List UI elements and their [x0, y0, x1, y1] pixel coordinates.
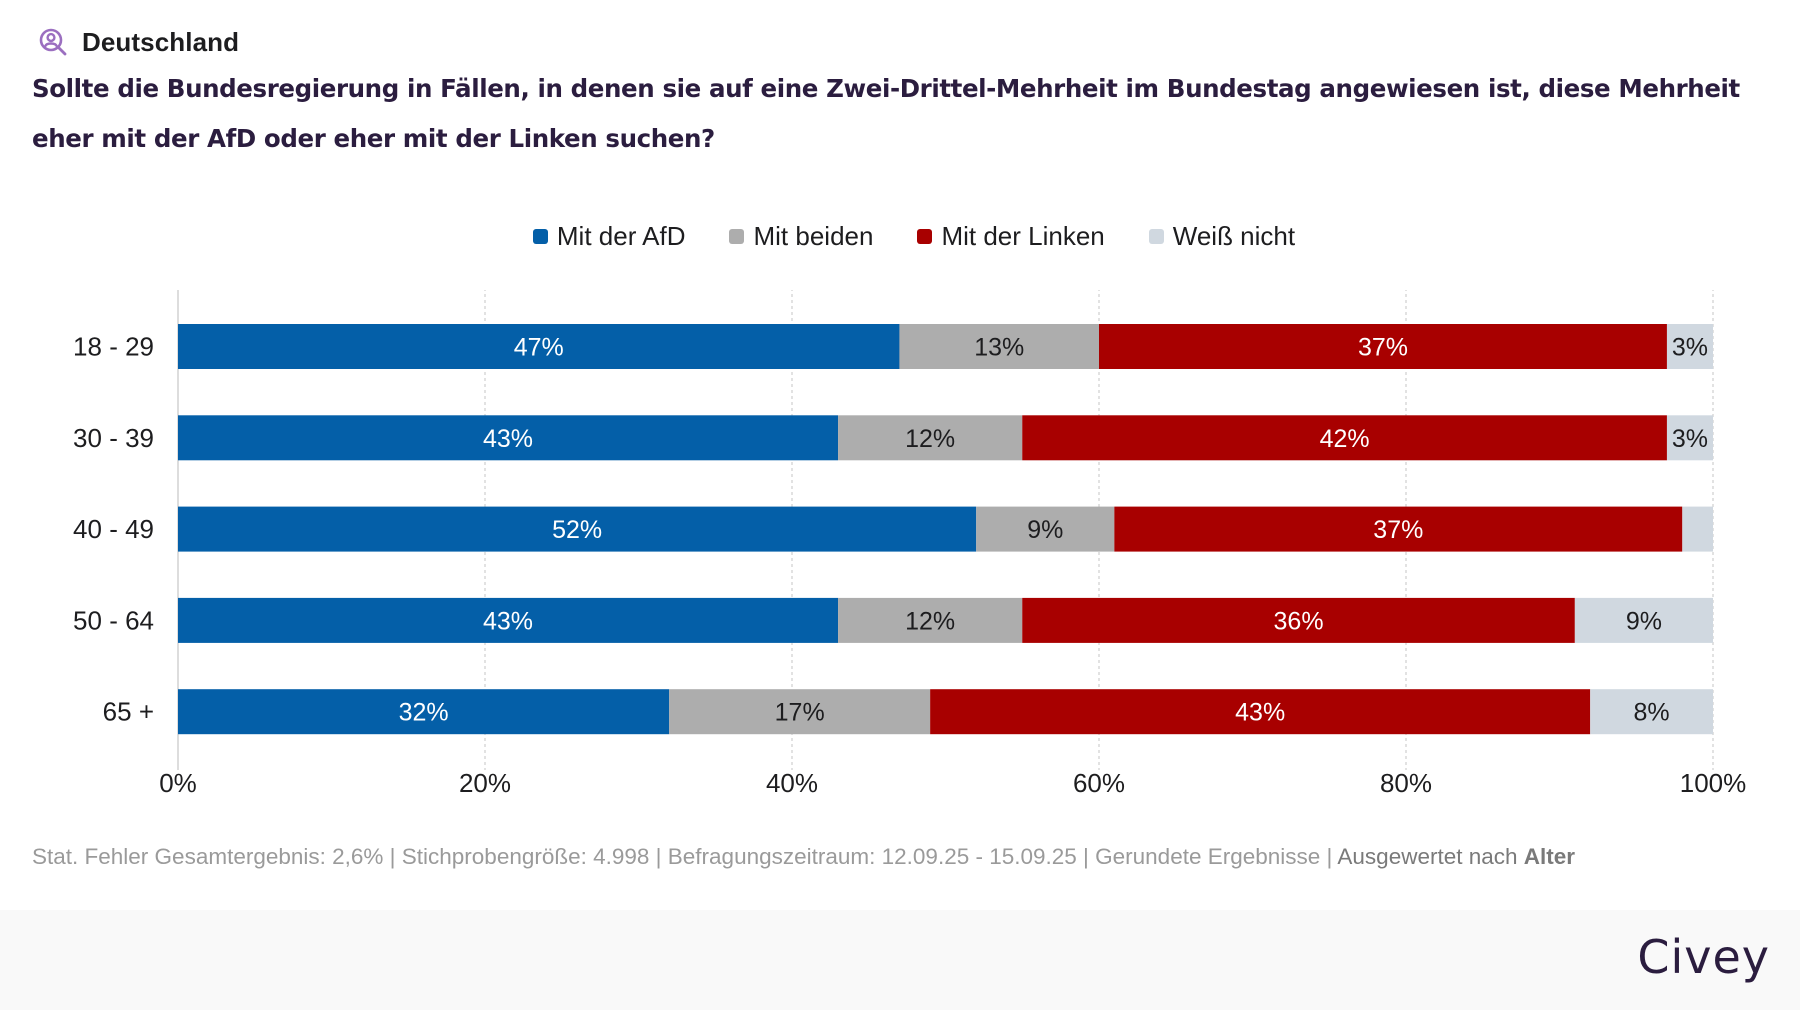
bar-segment[interactable] [1114, 506, 1683, 552]
bar-value-label: 12% [905, 425, 955, 453]
bar-segment[interactable] [976, 506, 1115, 552]
bar-segment[interactable] [178, 415, 839, 461]
legend-swatch [917, 228, 933, 244]
legend-item[interactable]: Mit der Linken [917, 220, 1105, 252]
footer-band [0, 910, 1800, 1010]
question-title: Sollte die Bundesregierung in Fällen, in… [32, 74, 1740, 153]
chart-canvas: 0% 20% 40% 60% 80% 100% 18 - 29 47% 13% 37% 3% 30 -… [73, 290, 1747, 798]
x-tick-label: 80% [1380, 768, 1432, 798]
x-tick-label: 40% [766, 768, 818, 798]
legend-swatch [1148, 228, 1164, 244]
evaluated-dimension: Alter [1523, 844, 1576, 869]
bar-segment[interactable] [1022, 597, 1575, 643]
bar-segment[interactable] [178, 597, 839, 643]
stacked-bar-chart: 0% 20% 40% 60% 80% 100% 18 - 29 47% 13% 37% 3% 30 -… [0, 290, 1800, 810]
bar-segment[interactable] [838, 415, 1023, 461]
bar-value-label: 47% [514, 334, 564, 362]
bar-segment[interactable] [178, 689, 670, 735]
x-tick-label: 100% [1680, 768, 1747, 798]
methodology-note: Stat. Fehler Gesamtergebnis: 2,6% | Stic… [32, 844, 1575, 870]
legend-item[interactable]: Mit beiden [729, 221, 873, 252]
chart-legend: Mit der AfD Mit beiden Mit der Linken Weiß … [0, 216, 1800, 256]
evaluated-by[interactable]: Ausgewertet nach Alter [1337, 844, 1575, 869]
category-label: 40 - 49 [73, 514, 154, 544]
category-label: 30 - 39 [73, 423, 154, 453]
bar-value-label: 3% [1672, 425, 1708, 453]
x-tick-label: 60% [1073, 768, 1125, 798]
civey-logo[interactable]: Civey [1637, 930, 1770, 984]
bar-segment[interactable] [930, 689, 1591, 735]
legend-label: Mit der AfD [556, 220, 686, 251]
category-label: 50 - 64 [73, 605, 154, 635]
bar-value-label: 43% [483, 607, 533, 635]
bar-segment[interactable] [1682, 506, 1713, 552]
bar-segment[interactable] [1666, 415, 1713, 461]
bar-value-label: 3% [1672, 334, 1708, 362]
category-label: 65 + [103, 697, 154, 727]
bar-segment[interactable] [899, 324, 1099, 369]
bar-segment[interactable] [178, 324, 900, 369]
bar-value-label: 52% [552, 516, 602, 544]
legend-swatch [729, 228, 745, 244]
legend-label: Mit der Linken [941, 220, 1105, 251]
bar-value-label: 9% [1027, 516, 1063, 544]
legend-swatch [532, 228, 548, 244]
methodology-text: Stat. Fehler Gesamtergebnis: 2,6% | Stic… [32, 844, 1338, 869]
bar-segment[interactable] [1574, 597, 1713, 643]
bar-value-label: 17% [775, 699, 825, 727]
bar-value-label: 42% [1320, 425, 1370, 453]
x-tick-label: 0% [159, 768, 197, 798]
bar-segment[interactable] [1022, 415, 1667, 461]
bar-segment[interactable] [1666, 324, 1713, 369]
bar-value-label: 9% [1626, 607, 1662, 635]
bar-value-label: 43% [1235, 699, 1285, 727]
person-search-icon [39, 28, 67, 56]
x-tick-label: 20% [459, 768, 511, 798]
bar-segment[interactable] [1099, 324, 1667, 369]
location-filter[interactable]: Deutschland [38, 24, 239, 60]
bar-value-label: 12% [905, 607, 955, 635]
bar-segment[interactable] [178, 506, 977, 552]
legend-item[interactable]: Weiß nicht [1148, 220, 1296, 252]
bar-value-label: 43% [483, 425, 533, 453]
legend-item[interactable]: Mit der AfD [532, 220, 686, 252]
bar-value-label: 8% [1634, 699, 1670, 727]
bar-segment[interactable] [1590, 689, 1713, 735]
bar-value-label: 36% [1274, 607, 1324, 635]
location-label: Deutschland [82, 26, 240, 57]
category-label: 18 - 29 [73, 332, 154, 362]
bar-segment[interactable] [838, 597, 1023, 643]
bar-segment[interactable] [669, 689, 931, 735]
legend-label: Mit beiden [753, 220, 874, 251]
legend-label: Weiß nicht [1172, 220, 1296, 251]
bar-value-label: 37% [1373, 516, 1423, 544]
evaluated-prefix: Ausgewertet nach [1337, 844, 1524, 869]
bar-value-label: 32% [399, 699, 449, 727]
bar-value-label: 13% [974, 334, 1024, 362]
bar-value-label: 37% [1358, 334, 1408, 362]
